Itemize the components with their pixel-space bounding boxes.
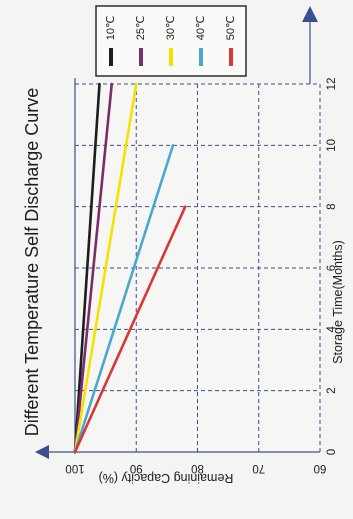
y-tick-label: 90 xyxy=(130,462,143,474)
x-tick-label: 4 xyxy=(326,326,338,333)
series-line-25 xyxy=(73,82,114,454)
x-tick-label: 10 xyxy=(326,139,338,152)
y-axis-arrow xyxy=(35,445,49,459)
x-tick-label: 12 xyxy=(326,78,338,91)
series-line-10 xyxy=(73,82,101,454)
legend-item-label: 25℃ xyxy=(135,16,147,41)
x-tick-label: 8 xyxy=(326,203,338,209)
legend-item-label: 30℃ xyxy=(165,16,177,41)
series-line-40 xyxy=(73,144,175,454)
legend-item-label: 50℃ xyxy=(225,16,237,41)
y-tick-label: 70 xyxy=(252,462,265,474)
y-tick-label: 60 xyxy=(314,462,327,474)
x-tick-label: 6 xyxy=(326,265,338,271)
series-line-50 xyxy=(73,205,187,454)
x-tick-label: 2 xyxy=(326,387,338,393)
plot-area: 0 2 4 6 8 10 12 100 90 80 70 60 xyxy=(35,6,338,474)
y-tick-label: 100 xyxy=(65,462,84,474)
x-axis-label: Storage Time(Months) xyxy=(331,240,345,364)
y-axis-label: Remaining Capacity (%) xyxy=(99,471,234,485)
legend-item-label: 10℃ xyxy=(105,16,117,41)
legend-item-label: 40℃ xyxy=(195,16,207,41)
y-tick-label: 80 xyxy=(191,462,204,474)
series-line-30 xyxy=(73,82,138,454)
legend: 10℃ 25℃ 30℃ 40℃ 50℃ xyxy=(95,5,247,77)
chart-title: Different Temperature Self Discharge Cur… xyxy=(22,88,42,437)
x-tick-label: 0 xyxy=(326,449,338,455)
x-axis-arrow xyxy=(302,6,318,22)
